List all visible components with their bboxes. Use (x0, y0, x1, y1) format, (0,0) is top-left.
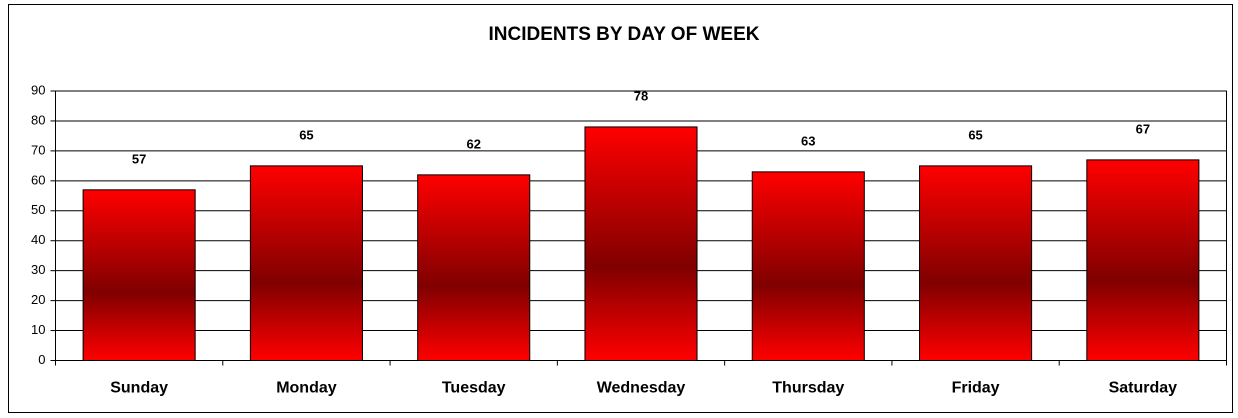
x-tick-label: Saturday (1109, 380, 1178, 397)
bar (919, 165, 1033, 361)
bar (82, 189, 196, 361)
x-tick-label: Tuesday (442, 380, 506, 397)
y-tick-label: 0 (38, 352, 45, 367)
y-tick-label: 30 (31, 262, 45, 277)
bar (751, 171, 865, 361)
value-label: 78 (634, 88, 648, 103)
y-tick-label: 10 (31, 322, 45, 337)
bar (249, 165, 363, 361)
chart-title: INCIDENTS BY DAY OF WEEK (489, 24, 760, 45)
value-label: 65 (299, 127, 313, 142)
y-tick-label: 40 (31, 232, 45, 247)
bar (417, 174, 531, 361)
y-tick-label: 60 (31, 172, 45, 187)
bar (1086, 159, 1200, 361)
x-tick-label: Sunday (110, 380, 168, 397)
y-tick-label: 70 (31, 142, 45, 157)
value-label: 57 (132, 151, 146, 166)
value-label: 63 (801, 133, 815, 148)
value-label: 62 (466, 136, 480, 151)
x-tick-label: Friday (952, 380, 1000, 397)
y-tick-label: 90 (31, 82, 45, 97)
bar (584, 126, 698, 361)
x-tick-label: Thursday (772, 380, 844, 397)
value-label: 67 (1136, 121, 1150, 136)
x-tick-label: Wednesday (597, 380, 686, 397)
y-tick-label: 20 (31, 292, 45, 307)
y-tick-label: 80 (31, 112, 45, 127)
x-tick-label: Monday (276, 380, 337, 397)
value-label: 65 (968, 127, 982, 142)
y-tick-label: 50 (31, 202, 45, 217)
